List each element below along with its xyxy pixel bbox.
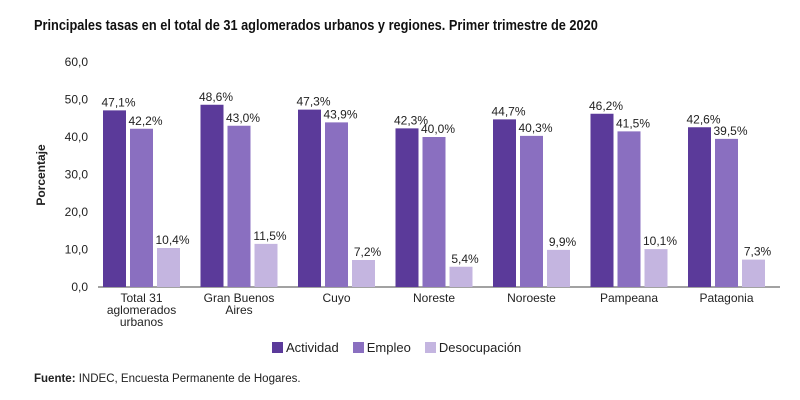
bar-actividad (688, 127, 711, 287)
x-tick-label: Total 31 (120, 291, 162, 305)
bar-empleo (617, 131, 641, 287)
legend-item: Empleo (352, 340, 411, 355)
y-tick-label: 50,0 (65, 93, 89, 107)
x-tick-label: Pampeana (600, 291, 658, 305)
x-tick-label: Aires (225, 303, 252, 317)
data-label: 42,2% (128, 114, 162, 128)
y-tick-label: 0,0 (71, 280, 88, 294)
data-label: 40,3% (518, 121, 552, 135)
legend-label: Empleo (366, 340, 411, 355)
bar-empleo (520, 135, 543, 287)
data-label: 7,3% (744, 245, 772, 259)
legend-item: Actividad (272, 340, 339, 355)
data-label: 48,6% (199, 90, 233, 104)
bar-desocupación (547, 249, 570, 287)
legend-item: Desocupación (424, 340, 522, 355)
legend-swatch (352, 342, 364, 353)
data-label: 11,5% (253, 229, 286, 243)
source-label: Fuente: (34, 373, 76, 385)
bar-empleo (130, 128, 153, 287)
bar-desocupación (157, 248, 180, 287)
data-label: 44,7% (491, 104, 525, 118)
data-label: 42,3% (394, 113, 428, 127)
x-tick-label: Cuyo (322, 291, 350, 305)
bar-actividad (103, 110, 126, 287)
data-label: 43,9% (323, 107, 357, 121)
y-tick-label: 60,0 (65, 55, 89, 69)
bar-desocupación (742, 259, 765, 287)
source-note: Fuente: INDEC, Encuesta Permanente de Ho… (34, 373, 301, 385)
data-label: 10,1% (643, 234, 677, 248)
legend-label: Actividad (286, 340, 339, 355)
y-tick-label: 30,0 (65, 168, 89, 182)
x-tick-label: Noreste (413, 291, 455, 305)
legend: Actividad Empleo Desocupación (272, 340, 521, 355)
data-label: 7,2% (354, 245, 382, 259)
bar-actividad (395, 128, 419, 287)
data-label: 41,5% (616, 116, 650, 130)
bar-empleo (715, 138, 738, 287)
data-label: 47,3% (296, 95, 330, 109)
x-tick-label: Gran Buenos (204, 291, 275, 305)
bar-actividad (200, 104, 224, 287)
bar-empleo (325, 122, 348, 287)
y-tick-label: 10,0 (65, 243, 89, 257)
y-axis-label: Porcentaje (34, 144, 48, 206)
data-label: 46,2% (589, 99, 623, 113)
bar-desocupación (449, 266, 473, 287)
x-tick-label: Patagonia (699, 291, 753, 305)
source-text: INDEC, Encuesta Permanente de Hogares. (75, 373, 301, 385)
x-tick-label: Noroeste (507, 291, 556, 305)
bar-empleo (227, 125, 251, 287)
data-label: 9,9% (549, 235, 577, 249)
chart-title: Principales tasas en el total de 31 aglo… (34, 18, 598, 34)
bar-desocupación (352, 260, 375, 287)
y-tick-label: 40,0 (65, 130, 89, 144)
bar-empleo (422, 137, 446, 287)
data-label: 47,1% (101, 95, 135, 109)
bar-desocupación (644, 249, 668, 287)
y-tick-label: 20,0 (65, 205, 89, 219)
bar-actividad (590, 113, 614, 287)
bar-actividad (493, 119, 516, 287)
legend-swatch (424, 342, 436, 353)
x-tick-label: aglomerados (107, 303, 176, 317)
data-label: 40,0% (421, 122, 455, 136)
data-label: 42,6% (686, 112, 720, 126)
legend-label: Desocupación (438, 340, 522, 355)
data-label: 10,4% (155, 233, 189, 247)
data-label: 39,5% (713, 124, 747, 138)
bar-desocupación (254, 243, 278, 287)
data-label: 43,0% (226, 111, 260, 125)
legend-swatch (272, 342, 283, 353)
data-label: 5,4% (451, 252, 479, 266)
bar-actividad (298, 109, 321, 287)
x-tick-label: urbanos (120, 315, 163, 329)
